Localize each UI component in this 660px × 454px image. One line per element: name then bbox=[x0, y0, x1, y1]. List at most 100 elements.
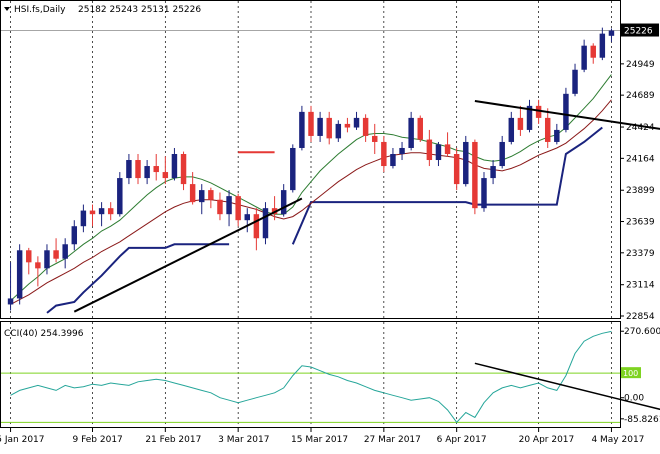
candle-body-30 bbox=[280, 190, 287, 215]
candle-layer bbox=[7, 27, 615, 311]
candle-body-46 bbox=[426, 139, 433, 161]
candle-body-23 bbox=[217, 199, 223, 215]
cci-level-label-100: 100 bbox=[623, 369, 638, 378]
candle-body-49 bbox=[453, 154, 460, 185]
candle-body-57 bbox=[526, 105, 533, 130]
cci-level-label-bg-100 bbox=[621, 367, 641, 379]
current-price-label-bg bbox=[621, 23, 659, 37]
x-tick-label-4: 15 Mar 2017 bbox=[291, 435, 348, 445]
candle-body-28 bbox=[262, 208, 269, 239]
y-tick-label-2: 24689 bbox=[626, 91, 655, 101]
stop-layer bbox=[46, 126, 603, 314]
candle-body-34 bbox=[317, 117, 323, 136]
trendline-1 bbox=[474, 100, 660, 130]
candle-body-11 bbox=[107, 208, 114, 215]
cci-panel-frame bbox=[0, 321, 621, 428]
x-tick-label-6: 6 Apr 2017 bbox=[437, 435, 487, 445]
chart-ohlc-values: 25182 25243 25131 25226 bbox=[78, 5, 201, 15]
candle-body-36 bbox=[335, 123, 342, 139]
candle-body-55 bbox=[508, 117, 515, 142]
candle-body-40 bbox=[372, 135, 378, 142]
candle-body-26 bbox=[244, 214, 250, 221]
y-tick-label-4: 24164 bbox=[626, 154, 655, 164]
candle-body-58 bbox=[535, 105, 542, 118]
chart-symbol: HSI.fs,Daily bbox=[14, 5, 66, 15]
trend-layer bbox=[73, 100, 660, 313]
candle-body-19 bbox=[180, 154, 187, 185]
candle-body-61 bbox=[563, 93, 569, 130]
candle-body-6 bbox=[62, 244, 68, 259]
y-tick-label-8: 23114 bbox=[626, 281, 655, 291]
x-tick-label-1: 9 Feb 2017 bbox=[72, 435, 122, 445]
candle-body-62 bbox=[572, 69, 578, 94]
y-tick-label-9: 22854 bbox=[626, 312, 655, 322]
candle-body-10 bbox=[98, 208, 105, 215]
candle-body-33 bbox=[308, 111, 314, 136]
ma-layer bbox=[10, 74, 612, 305]
current-price-label: 25226 bbox=[624, 27, 653, 37]
candle-body-17 bbox=[162, 172, 169, 179]
candle-body-13 bbox=[126, 160, 132, 179]
candle-body-22 bbox=[208, 190, 214, 200]
cci-layer bbox=[1, 330, 660, 424]
candle-body-24 bbox=[226, 196, 232, 215]
candle-body-65 bbox=[599, 33, 606, 58]
candle-body-3 bbox=[35, 262, 41, 269]
y-tick-label-5: 23899 bbox=[626, 186, 655, 196]
candle-body-43 bbox=[399, 147, 405, 155]
y-tick-label-3: 24424 bbox=[626, 123, 655, 133]
cci-trendline bbox=[474, 362, 660, 411]
candle-body-41 bbox=[381, 141, 387, 167]
candle-body-42 bbox=[390, 154, 396, 167]
x-tick-label-3: 3 Mar 2017 bbox=[218, 435, 269, 445]
candle-body-66 bbox=[608, 30, 615, 36]
collapse-triangle-icon[interactable] bbox=[4, 7, 10, 11]
candle-body-16 bbox=[153, 166, 159, 173]
stop-line-0 bbox=[46, 243, 230, 314]
candle-body-27 bbox=[253, 214, 260, 239]
candle-body-37 bbox=[344, 123, 351, 128]
candle-body-5 bbox=[53, 250, 59, 259]
x-tick-label-2: 21 Feb 2017 bbox=[145, 435, 201, 445]
x-tick-label-0: 25 Jan 2017 bbox=[0, 435, 45, 445]
candle-body-50 bbox=[463, 141, 469, 185]
main-panel-frame bbox=[0, 0, 621, 319]
ma-fast-line bbox=[10, 74, 612, 302]
trendline-0 bbox=[73, 197, 303, 313]
cci-y-tick-label-0: 270.6008 bbox=[624, 327, 660, 337]
candle-body-9 bbox=[89, 210, 96, 215]
y-tick-label-1: 24949 bbox=[626, 60, 655, 70]
x-tick-label-8: 4 May 2017 bbox=[591, 435, 644, 445]
ma-slow-line bbox=[10, 99, 612, 305]
candle-body-51 bbox=[472, 141, 478, 209]
candle-body-14 bbox=[135, 160, 141, 179]
candle-body-53 bbox=[490, 166, 496, 179]
candle-body-31 bbox=[290, 147, 296, 191]
y-tick-label-7: 23379 bbox=[626, 249, 655, 259]
axis-layer: 25 Jan 2017 9 Feb 2017 21 Feb 2017 3 Mar 20… bbox=[0, 23, 660, 445]
candle-body-12 bbox=[117, 178, 123, 215]
candle-body-63 bbox=[581, 45, 587, 70]
candle-body-38 bbox=[353, 117, 360, 128]
cci-y-tick-label-3: -85.8261 bbox=[624, 415, 660, 425]
candle-body-59 bbox=[544, 117, 551, 142]
candle-body-20 bbox=[189, 184, 196, 203]
cci-indicator-label: CCI(40) 254.3996 bbox=[4, 329, 84, 339]
candle-body-8 bbox=[80, 210, 87, 227]
candle-body-1 bbox=[16, 250, 23, 299]
candle-body-54 bbox=[499, 141, 505, 167]
candle-body-15 bbox=[144, 166, 150, 179]
candle-body-18 bbox=[171, 154, 178, 179]
x-tick-label-7: 20 Apr 2017 bbox=[519, 435, 575, 445]
candle-body-32 bbox=[299, 111, 305, 148]
x-tick-label-5: 27 Mar 2017 bbox=[364, 435, 421, 445]
candle-body-39 bbox=[362, 117, 369, 136]
grid-layer bbox=[1, 1, 620, 427]
candle-body-2 bbox=[26, 250, 32, 263]
candle-body-52 bbox=[481, 178, 487, 209]
candle-body-35 bbox=[326, 117, 332, 139]
candle-body-7 bbox=[71, 226, 78, 245]
candle-body-48 bbox=[444, 144, 451, 155]
